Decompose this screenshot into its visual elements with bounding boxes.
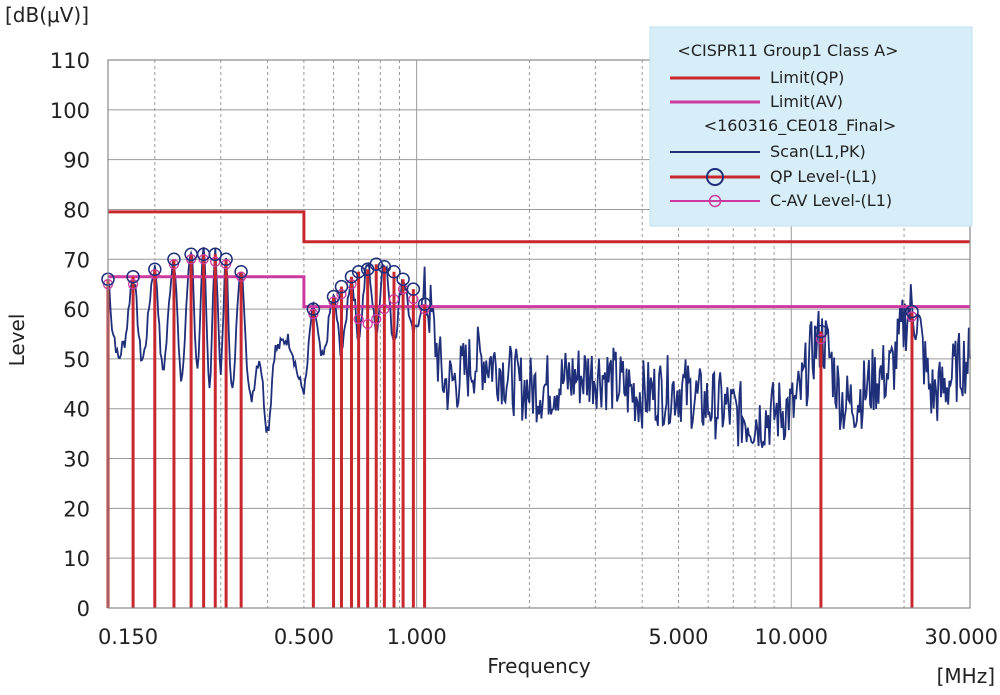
cav-marker [362,318,373,330]
qp-marker [344,269,359,284]
legend-box [649,26,973,227]
y-tick-label: 10 [63,547,90,571]
y-tick-label: 30 [63,448,90,472]
x-unit-label: [MHz] [937,664,995,688]
legend-marker-cav [708,194,722,208]
cav-marker [127,279,139,290]
y-axis-title: Level [5,314,29,367]
qp-marker [126,269,140,284]
x-tick-label: 30.000 [925,625,998,649]
qp-marker [417,297,432,311]
qp-marker [306,302,321,316]
x-tick-label: 1.000 [387,625,447,649]
legend-label-qp: QP Level-(L1) [770,167,877,186]
qp-marker [369,257,383,272]
series-line-limit-av [108,275,970,309]
y-tick-label: 60 [63,298,90,322]
legend-label-cav: C-AV Level-(L1) [770,191,892,210]
qp-marker [219,252,233,267]
y-tick-label: 100 [50,99,90,123]
cav-marker [815,333,827,345]
y-tick-label: 50 [63,348,90,372]
series-line-limit-qp [108,210,970,244]
series-line-scan [107,247,971,448]
y-tick-label: 20 [63,497,90,521]
qp-marker [334,279,349,294]
y-tick-label: 110 [50,49,90,73]
plot-frame [107,59,971,609]
y-tick-label: 40 [63,398,90,422]
qp-marker [406,282,421,296]
legend-label-limit-av: Limit(AV) [770,92,843,111]
qp-marker [208,247,223,262]
x-axis-title: Frequency [487,654,590,678]
cav-marker [210,256,221,267]
x-tick-label: 5.000 [648,625,708,649]
legend-marker-qp [706,168,724,186]
qp-marker [351,264,366,279]
y-unit-label: [dB(μV)] [5,3,89,27]
qp-marker [234,264,248,279]
cav-marker [371,313,382,325]
qp-marker [905,304,919,319]
cav-marker [353,313,364,325]
y-tick-label: 80 [63,198,90,222]
cav-marker [388,293,400,305]
cav-marker [336,288,347,300]
chart-data [101,210,971,608]
y-axis-ticks: 0 10 20 30 40 50 60 70 80 90 100 110 [50,49,90,621]
qp-marker [396,272,410,286]
x-tick-label: 10.000 [755,625,828,649]
y-tick-label: 70 [63,248,90,272]
x-tick-label: 0.150 [98,625,158,649]
y-tick-label: 90 [63,149,90,173]
legend-group2-title: <160316_CE018_Final> [704,116,897,136]
legend-label-scan: Scan(L1,PK) [770,142,866,161]
qp-marker [167,252,181,267]
legend-group1-title: <CISPR11 Group1 Class A> [677,41,898,60]
qp-marker [326,289,341,304]
legend: <CISPR11 Group1 Class A> Limit(QP) Limit… [649,26,973,227]
qp-marker [387,264,401,279]
qp-marker [148,262,162,276]
x-axis-ticks: 0.150 0.500 1.000 5.000 10.000 30.000 [98,625,998,649]
x-tick-label: 0.500 [274,625,334,649]
legend-label-limit-qp: Limit(QP) [770,68,844,87]
cav-marker [379,303,390,315]
y-tick-label: 0 [77,597,90,621]
qp-marker [814,324,828,339]
